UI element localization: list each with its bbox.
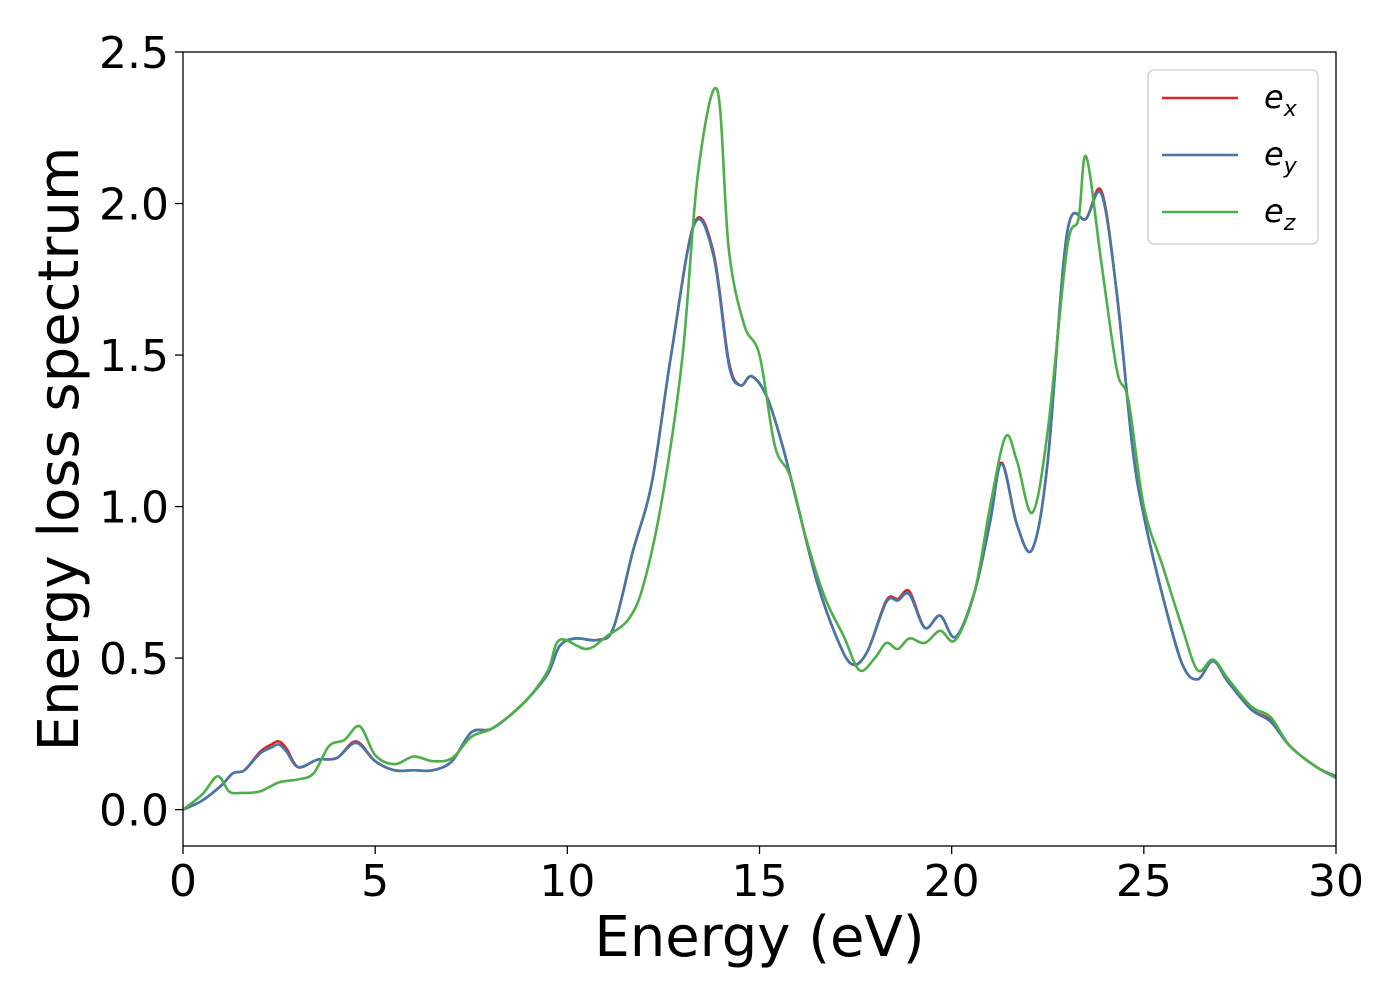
x-tick-label: 30 <box>1308 856 1364 907</box>
series-line-e-y <box>183 190 1336 811</box>
legend-box <box>1147 69 1319 245</box>
y-tick-label: 0.5 <box>99 634 169 685</box>
y-tick-label: 1.0 <box>99 483 169 534</box>
x-tick-label: 0 <box>169 856 197 907</box>
legend-label-y: ey <box>1264 135 1298 179</box>
legend-label-x: ex <box>1264 78 1298 122</box>
axis-ticks: 0 5 10 15 20 25 30 0.0 0.5 1.0 1.5 2.0 2.5 <box>99 28 1364 907</box>
y-tick-label: 2.0 <box>99 180 169 231</box>
legend-label-z: ez <box>1264 192 1296 236</box>
x-tick-label: 10 <box>539 856 595 907</box>
series-line-e-z <box>183 86 1336 811</box>
x-axis-label: Energy (eV) <box>594 905 924 970</box>
legend: ex ey ez <box>1147 69 1319 245</box>
y-tick-label: 1.5 <box>99 331 169 382</box>
y-tick-label: 2.5 <box>99 28 169 79</box>
y-tick-label: 0.0 <box>99 786 169 837</box>
series-layer <box>183 86 1336 811</box>
x-tick-label: 15 <box>732 856 788 907</box>
x-tick-label: 5 <box>361 856 389 907</box>
x-tick-label: 20 <box>924 856 980 907</box>
x-tick-label: 25 <box>1116 856 1172 907</box>
series-line-e-x <box>183 187 1336 811</box>
y-axis-label: Energy loss spectrum <box>27 147 92 752</box>
